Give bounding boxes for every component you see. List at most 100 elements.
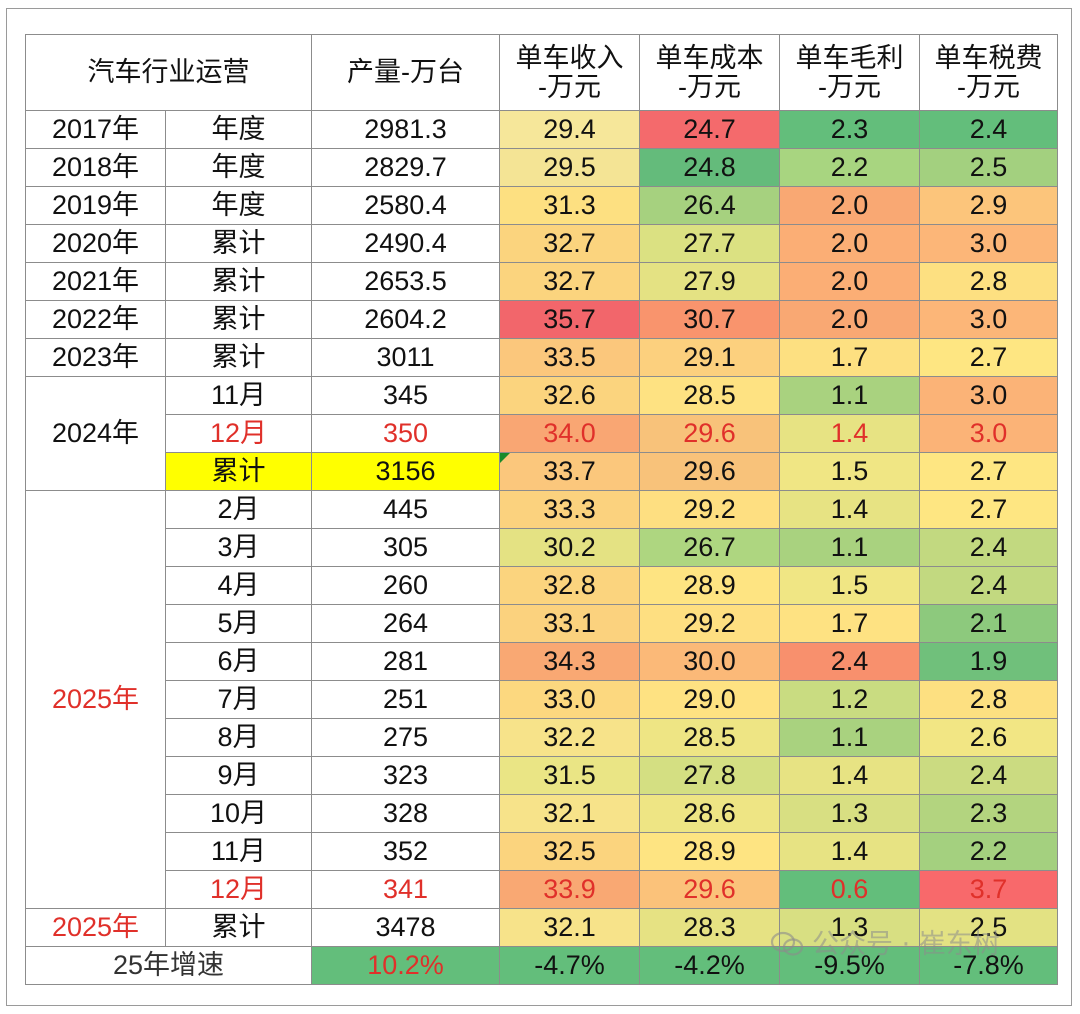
year-cell: 2021年 [25,262,166,301]
gross-profit-value: 1.4 [830,418,869,449]
output-cell: 251 [311,680,500,719]
table-row: 6月 281 34.3 30.0 2.4 1.9 [26,642,1058,681]
tax-value: 3.0 [969,418,1008,449]
cost-value: 30.0 [683,646,736,677]
cost-cell: 29.6 [639,452,780,491]
cost-value: 29.6 [683,418,736,449]
output-cell: 2580.4 [311,186,500,225]
output-cell: 352 [311,832,500,871]
cost-cell: 28.9 [639,832,780,871]
gross-profit-value: 2.4 [830,646,869,677]
cost-value: 24.8 [683,152,736,183]
tax-value: 3.7 [969,874,1008,905]
period-cell: 11月 [165,832,312,871]
gross-profit-value: 1.1 [830,380,869,411]
tax-cell: 3.7 [919,870,1058,909]
table-row: 2019年 年度 2580.4 31.3 26.4 2.0 2.9 [25,186,1058,225]
output-cell: 2829.7 [311,148,500,187]
output-cell: 345 [311,376,500,415]
revenue-cell: 32.1 [499,794,640,833]
cost-cell: 29.6 [639,870,780,909]
tax-value: 3.0 [969,228,1008,259]
cost-value: 29.2 [683,608,736,639]
tax-value: 2.6 [969,722,1008,753]
tax-cell: 2.7 [919,490,1058,529]
tax-cell: 3.0 [919,376,1058,415]
tax-cell: 2.5 [919,148,1058,187]
revenue-value: 32.7 [543,228,596,259]
tax-cell: 2.8 [919,680,1058,719]
gross-profit-value: 2.2 [830,152,869,183]
output-cell: 305 [311,528,500,567]
tax-value: 2.4 [969,760,1008,791]
revenue-cell: 33.9 [499,870,640,909]
tax-cell: 3.0 [919,300,1058,339]
gross-profit-value: 1.4 [830,836,869,867]
table-row: 2023年 累计 3011 33.5 29.1 1.7 2.7 [25,338,1058,377]
gross-profit-value: 1.7 [830,608,869,639]
output-cell: 264 [311,604,500,643]
tax-cell: 2.3 [919,794,1058,833]
period-cell: 8月 [165,718,312,757]
revenue-value: 33.7 [543,456,596,487]
period-cell: 5月 [165,604,312,643]
gross-profit-value: 1.3 [830,798,869,829]
year-cell: 2019年 [25,186,166,225]
gross-profit-cell: 2.0 [779,300,920,339]
revenue-value: 33.9 [543,874,596,905]
gross-profit-value: 1.1 [830,722,869,753]
revenue-cell: 34.3 [499,642,640,681]
cost-value: 27.7 [683,228,736,259]
revenue-value: 32.6 [543,380,596,411]
revenue-value: 32.2 [543,722,596,753]
gross-profit-cell: 2.4 [779,642,920,681]
tax-cell: 2.4 [919,566,1058,605]
period-cell: 2月 [165,490,312,529]
gross-profit-cell: 1.4 [779,832,920,871]
revenue-value: 30.2 [543,532,596,563]
tax-cell: 2.5 [919,908,1058,947]
revenue-value: 34.0 [543,418,596,449]
table-row: 10月 328 32.1 28.6 1.3 2.3 [26,794,1058,833]
period-cell: 12月 [165,414,312,453]
cost-value: 29.1 [683,342,736,373]
period-cell: 10月 [165,794,312,833]
cost-cell: 24.8 [639,148,780,187]
cost-value: 27.9 [683,266,736,297]
tax-cell: 1.9 [919,642,1058,681]
tax-value: 1.9 [969,646,1008,677]
revenue-cell: 31.5 [499,756,640,795]
cost-cell: 27.8 [639,756,780,795]
revenue-cell: 32.7 [499,224,640,263]
table-row: 3月 305 30.2 26.7 1.1 2.4 [26,528,1058,567]
growth-tax: -7.8% [919,946,1058,985]
table-row: 2021年 累计 2653.5 32.7 27.9 2.0 2.8 [25,262,1058,301]
revenue-cell: 32.7 [499,262,640,301]
period-cell: 11月 [165,376,312,415]
gross-profit-cell: 1.7 [779,338,920,377]
revenue-value: 32.1 [543,912,596,943]
cost-cell: 26.7 [639,528,780,567]
table-row: 2017年 年度 2981.3 29.4 24.7 2.3 2.4 [25,110,1058,149]
tax-value: 2.3 [969,798,1008,829]
cost-cell: 29.0 [639,680,780,719]
output-cell: 328 [311,794,500,833]
year-cell: 2018年 [25,148,166,187]
header-row: 汽车行业运营 产量-万台 单车收入 -万元 单车成本 -万元 单车毛利 -万元 单车税… [25,34,1058,111]
gross-profit-value: 2.0 [830,304,869,335]
gross-profit-value: 2.3 [830,114,869,145]
revenue-cell: 33.3 [499,490,640,529]
revenue-cell: 33.5 [499,338,640,377]
period-cell: 累计 [165,224,312,263]
tax-cell: 2.2 [919,832,1058,871]
year-cell: 2025年 [25,490,166,909]
revenue-value: 33.1 [543,608,596,639]
table-row: 累计 3156 33.7 29.6 1.5 2.7 [26,452,1058,491]
cost-value: 26.4 [683,190,736,221]
table-row: 2020年 累计 2490.4 32.7 27.7 2.0 3.0 [25,224,1058,263]
cost-value: 29.0 [683,684,736,715]
growth-cost: -4.2% [639,946,780,985]
cost-cell: 28.5 [639,718,780,757]
tax-cell: 3.0 [919,414,1058,453]
cost-value: 24.7 [683,114,736,145]
